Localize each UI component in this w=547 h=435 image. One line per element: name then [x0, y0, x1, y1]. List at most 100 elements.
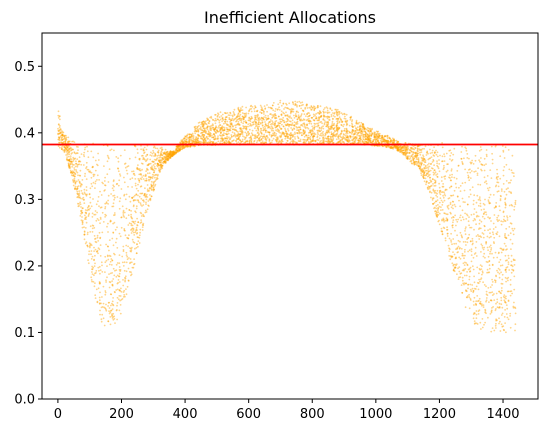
scatter-point [481, 304, 483, 307]
scatter-point [448, 247, 450, 250]
scatter-point [443, 199, 446, 202]
scatter-point [480, 168, 482, 171]
scatter-point [239, 135, 241, 138]
scatter-point [107, 194, 110, 197]
scatter-point [366, 127, 369, 129]
scatter-point [188, 136, 191, 139]
scatter-point [77, 149, 79, 152]
scatter-point [107, 320, 110, 323]
scatter-point [98, 282, 101, 285]
scatter-point [302, 132, 305, 135]
scatter-point [487, 216, 489, 219]
scatter-point [226, 116, 228, 118]
scatter-point [251, 133, 254, 136]
scatter-point [355, 119, 358, 122]
scatter-point [491, 284, 493, 286]
scatter-point [499, 320, 501, 323]
scatter-point [250, 135, 252, 138]
scatter-point [282, 103, 285, 105]
scatter-point [103, 324, 106, 327]
scatter-point [268, 132, 271, 134]
scatter-point [337, 117, 339, 120]
scatter-point [304, 127, 307, 130]
scatter-point [134, 182, 137, 185]
scatter-point [378, 137, 381, 140]
scatter-point [92, 225, 95, 227]
scatter-point [457, 239, 460, 242]
scatter-point [172, 150, 175, 153]
scatter-point [451, 200, 454, 203]
scatter-point [488, 196, 491, 199]
scatter-point [113, 149, 115, 152]
scatter-point [261, 125, 264, 127]
scatter-point [282, 116, 285, 119]
scatter-point [512, 269, 515, 271]
scatter-point [91, 216, 94, 218]
scatter-point [84, 214, 86, 217]
scatter-point [304, 108, 306, 110]
scatter-point [122, 284, 125, 287]
scatter-point [94, 294, 97, 297]
scatter-point [201, 134, 204, 136]
scatter-point [127, 257, 130, 259]
scatter-point [388, 137, 391, 140]
scatter-point [311, 129, 314, 132]
scatter-point [365, 140, 367, 143]
scatter-point [159, 155, 162, 157]
scatter-point [336, 114, 339, 117]
scatter-point [316, 112, 319, 114]
scatter-point [402, 149, 404, 152]
scatter-point [512, 172, 515, 175]
scatter-point [455, 186, 458, 189]
scatter-point [65, 134, 67, 137]
scatter-point [231, 117, 234, 120]
scatter-point [456, 220, 459, 223]
scatter-point [290, 132, 292, 134]
scatter-point [359, 124, 362, 127]
scatter-point [189, 145, 192, 148]
scatter-point [302, 109, 305, 112]
scatter-point [271, 104, 274, 107]
scatter-point [362, 138, 364, 140]
scatter-point [115, 156, 118, 158]
scatter-point [496, 301, 499, 304]
scatter-point [249, 105, 252, 108]
scatter-point [226, 120, 229, 123]
scatter-point [205, 130, 208, 133]
scatter-point [130, 213, 133, 216]
scatter-point [345, 131, 348, 133]
scatter-point [475, 285, 478, 288]
scatter-point [278, 126, 281, 129]
scatter-point [100, 320, 103, 323]
scatter-point [304, 130, 306, 133]
scatter-point [480, 148, 483, 151]
scatter-point [470, 250, 473, 253]
scatter-point [496, 231, 499, 234]
scatter-point [430, 167, 433, 170]
scatter-point [156, 164, 159, 167]
scatter-point [456, 247, 459, 250]
scatter-point [369, 127, 372, 130]
scatter-point [232, 140, 234, 142]
scatter-point [327, 141, 330, 144]
scatter-point [488, 186, 491, 189]
scatter-point [504, 203, 507, 206]
scatter-point [85, 186, 88, 188]
scatter-point [477, 310, 480, 313]
scatter-point [82, 207, 84, 210]
scatter-point [80, 189, 83, 192]
scatter-point [110, 193, 112, 195]
scatter-point [429, 190, 431, 193]
scatter-point [77, 194, 80, 197]
scatter-point [261, 121, 264, 124]
scatter-point [156, 162, 159, 165]
scatter-point [472, 256, 475, 259]
scatter-point [187, 145, 189, 148]
scatter-point [352, 130, 355, 133]
scatter-point [502, 220, 504, 223]
scatter-point [512, 306, 515, 309]
scatter-point [507, 257, 510, 260]
scatter-point [483, 169, 486, 172]
scatter-point [89, 171, 91, 174]
scatter-point [146, 184, 149, 186]
